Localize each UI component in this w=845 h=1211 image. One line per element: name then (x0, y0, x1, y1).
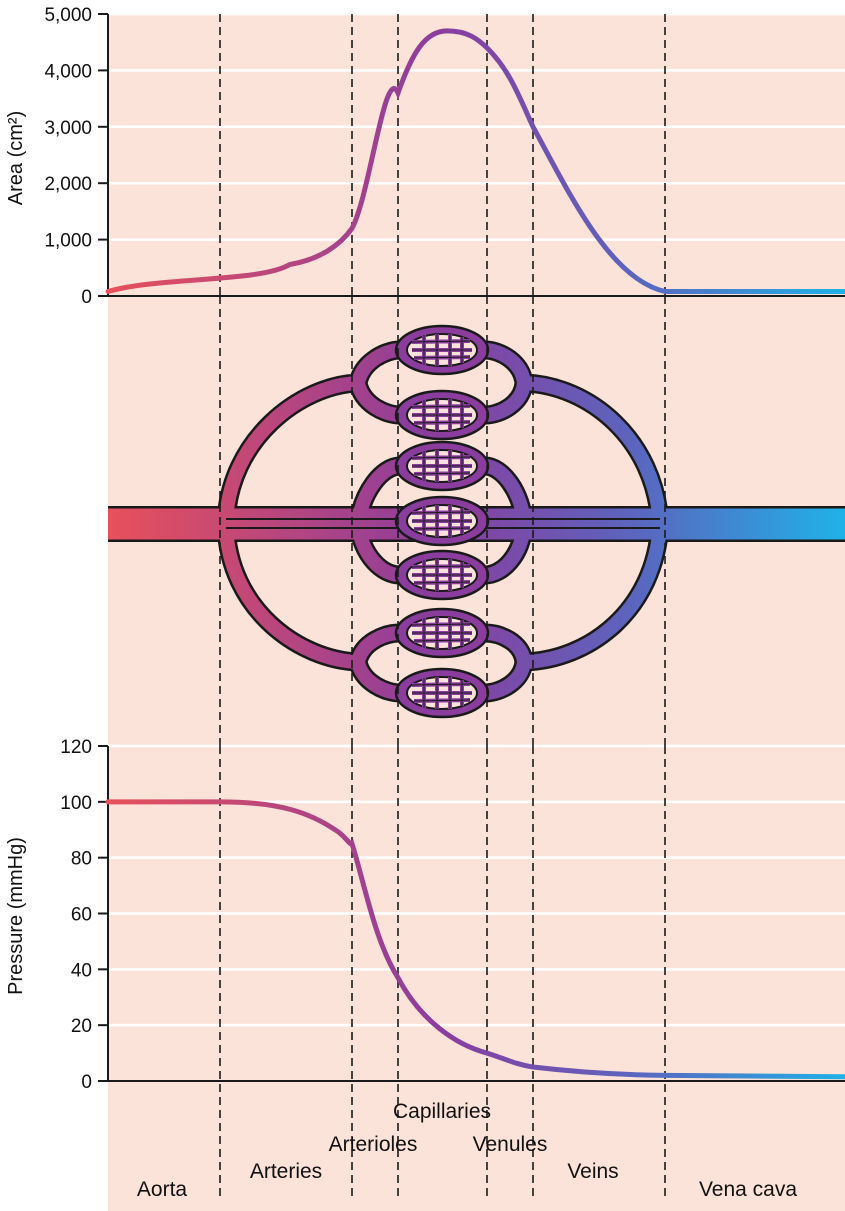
capillary-mesh-edge (411, 450, 472, 482)
pressure-tick-label: 100 (60, 793, 92, 814)
pressure-tick-label: 0 (81, 1072, 92, 1093)
pressure-ticks: 0 20 40 60 80 100 120 (60, 737, 108, 1093)
area-tick-label: 5,000 (44, 5, 92, 26)
pressure-tick-label: 60 (71, 905, 92, 926)
capillary-bed (394, 440, 490, 492)
area-gridlines (108, 12, 845, 241)
region-label-aorta: Aorta (137, 1178, 188, 1201)
area-tick-label: 2,000 (44, 174, 92, 195)
capillary-mesh-edge (411, 399, 472, 431)
pressure-tick-label: 80 (71, 849, 92, 870)
region-label-veins: Veins (567, 1160, 618, 1183)
area-axis-title: Area (cm²) (5, 111, 27, 205)
capillary-mesh-edge (411, 677, 472, 709)
capillary-beds (394, 324, 490, 719)
area-tick-label: 3,000 (44, 118, 92, 139)
pressure-tick-label: 40 (71, 960, 92, 981)
capillary-mesh-edge (411, 505, 472, 537)
pressure-tick-label: 20 (71, 1016, 92, 1037)
region-label-arteries: Arteries (250, 1160, 322, 1183)
region-labels: Aorta Arteries Arterioles Capillaries Ve… (137, 1100, 797, 1201)
region-label-arterioles: Arterioles (329, 1133, 418, 1156)
capillary-mesh-edge (411, 617, 472, 649)
region-dividers (219, 14, 666, 1200)
region-label-capillaries: Capillaries (393, 1100, 491, 1123)
area-series-line (105, 28, 845, 294)
area-tick-label: 0 (81, 287, 92, 308)
capillary-bed (394, 495, 490, 547)
area-ticks: 0 1,000 2,000 3,000 4,000 5,000 (44, 5, 108, 308)
capillary-bed (394, 607, 490, 659)
capillary-bed (394, 549, 490, 601)
vessel-network-diagram (108, 324, 845, 719)
area-axes (107, 14, 845, 297)
pressure-series-line (105, 799, 845, 1080)
capillary-mesh-edge (411, 559, 472, 591)
capillary-mesh-edge (411, 334, 472, 366)
capillary-bed (394, 324, 490, 376)
panel-background (108, 14, 845, 1211)
pressure-tick-label: 120 (60, 737, 92, 758)
region-label-vena-cava: Vena cava (699, 1178, 797, 1201)
pressure-axis-title: Pressure (mmHg) (5, 837, 27, 995)
region-label-venules: Venules (473, 1133, 548, 1156)
capillary-bed (394, 667, 490, 719)
area-tick-label: 1,000 (44, 231, 92, 252)
area-tick-label: 4,000 (44, 61, 92, 82)
vessel-branch (219, 343, 667, 700)
capillary-bed (394, 389, 490, 441)
